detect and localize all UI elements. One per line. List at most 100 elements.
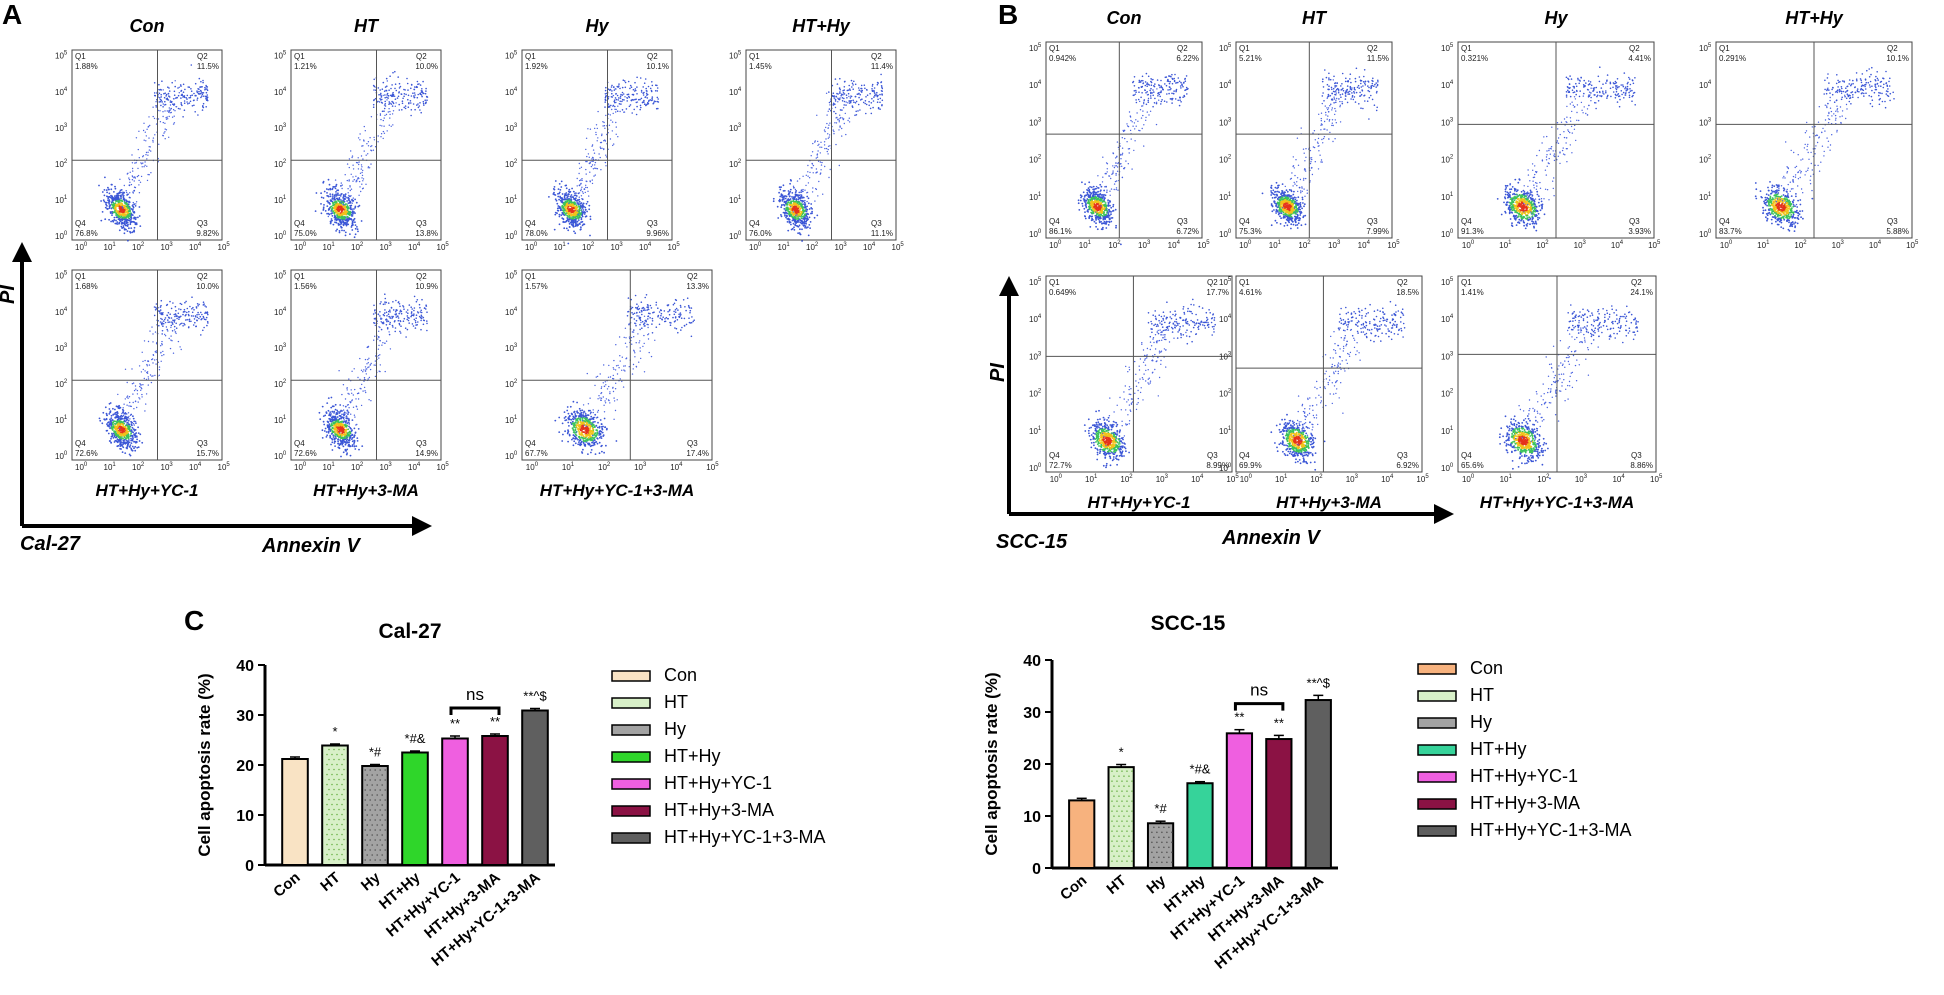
legend-label: HT+Hy+YC-1 (1470, 766, 1578, 786)
x-tick-1: 101 (323, 242, 336, 252)
y-tick-3: 103 (55, 123, 68, 133)
q1-value: 0.649% (1049, 288, 1076, 297)
bar-ht-hy-yc-1-3-ma (1304, 699, 1332, 869)
y-tick-1: 101 (1029, 426, 1042, 436)
q2-label: Q2 (197, 52, 208, 61)
scatter-dots (1498, 304, 1639, 480)
y-tick-3: 103 (505, 123, 518, 133)
y-tick-3: 103 (1219, 117, 1232, 127)
x-tick-3: 103 (1328, 240, 1341, 250)
y-tick-5: 105 (1029, 277, 1042, 287)
x-tick-5: 105 (1650, 474, 1663, 484)
y-tick-1: 101 (274, 195, 287, 205)
y-tick-0: 100 (1219, 463, 1232, 473)
x-tick-5: 105 (1387, 240, 1400, 250)
q2-label: Q2 (1629, 44, 1640, 53)
q3-label: Q3 (1397, 451, 1408, 460)
y-tick-3: 103 (1029, 351, 1042, 361)
bar-ht-hy (1186, 782, 1214, 869)
legend-swatch (1417, 663, 1457, 675)
legend-swatch (1417, 717, 1457, 729)
plot-title: HT (354, 16, 380, 36)
y-tick-2: 102 (505, 159, 518, 169)
q1-label: Q1 (1049, 278, 1060, 287)
significance-label: **^$ (1307, 675, 1331, 690)
x-tick-1: 101 (778, 242, 791, 252)
x-tick-3: 103 (380, 242, 393, 252)
x-tick-1: 101 (1500, 474, 1513, 484)
legend-label: HT+Hy+YC-1+3-MA (1470, 820, 1632, 840)
y-tick-0: 100 (505, 231, 518, 241)
significance-label: *# (1154, 801, 1167, 816)
plot-title: HT+Hy+YC-1 (96, 481, 199, 500)
y-tick-1: 101 (1441, 426, 1454, 436)
legend-swatch (611, 832, 651, 844)
legend-label: Con (1470, 658, 1503, 678)
q2-value: 11.5% (1367, 54, 1389, 63)
y-tick-5: 105 (729, 51, 742, 61)
y-tick-2: 102 (274, 379, 287, 389)
x-tick-1: 101 (104, 242, 117, 252)
y-tick-label: 30 (236, 708, 254, 725)
y-tick-4: 104 (55, 307, 68, 317)
significance-label: *# (369, 745, 382, 760)
flow-a-x-label: Annexin V (261, 535, 361, 557)
q4-label: Q4 (1719, 217, 1730, 226)
scatter-dots (1754, 66, 1895, 233)
q1-label: Q1 (75, 272, 86, 281)
x-tick-4: 104 (408, 462, 421, 472)
significance-label: ** (1274, 715, 1284, 730)
q1-label: Q1 (1239, 278, 1250, 287)
legend-label: Hy (1470, 712, 1492, 732)
plot-frame (1045, 275, 1233, 473)
y-tick-0: 100 (1699, 229, 1712, 239)
legend-swatch (611, 697, 651, 709)
q4-value: 67.7% (525, 449, 548, 458)
legend-label: HT+Hy+3-MA (1470, 793, 1580, 813)
q2-value: 10.0% (415, 62, 438, 71)
q3-label: Q3 (647, 219, 658, 228)
x-tick-3: 103 (1574, 240, 1587, 250)
flow-b-x-arrowhead (1434, 504, 1454, 524)
y-tick-4: 104 (1029, 80, 1042, 90)
y-tick-5: 105 (274, 271, 287, 281)
x-tick-0: 100 (1462, 240, 1475, 250)
x-tick-2: 102 (1298, 240, 1311, 250)
y-tick-4: 104 (1219, 80, 1232, 90)
q3-label: Q3 (687, 439, 698, 448)
ns-label: ns (466, 685, 484, 704)
plot-frame (290, 269, 442, 461)
panel-letter-a: A (2, 0, 22, 30)
y-tick-5: 105 (1219, 277, 1232, 287)
q4-value: 86.1% (1049, 227, 1072, 236)
q2-label: Q2 (1887, 44, 1898, 53)
q1-value: 0.321% (1461, 54, 1488, 63)
x-category-label: Hy (358, 869, 384, 895)
significance-label: ** (1234, 710, 1244, 725)
x-category-label: HT (317, 869, 343, 895)
bar-con (281, 758, 309, 866)
scatter-dots (1270, 300, 1406, 471)
q4-value: 72.7% (1049, 461, 1072, 470)
x-tick-5: 105 (218, 242, 231, 252)
plot-title: HT+Hy+3-MA (313, 481, 419, 500)
bar-hy (1146, 822, 1175, 870)
q4-label: Q4 (294, 439, 305, 448)
q1-value: 1.92% (525, 62, 548, 71)
flow-a-y-arrowhead (12, 242, 32, 262)
x-tick-0: 100 (1462, 474, 1475, 484)
x-tick-0: 100 (1049, 240, 1062, 250)
flow-plot-b-4: Q10.649%Q217.7%Q472.7%Q38.99%10010010110… (1029, 275, 1239, 512)
y-tick-5: 105 (1441, 43, 1454, 53)
q4-label: Q4 (749, 219, 760, 228)
q3-value: 6.92% (1396, 461, 1419, 470)
x-tick-2: 102 (598, 462, 611, 472)
flow-b-cell-line: SCC-15 (996, 531, 1068, 553)
flow-b-x-label: Annexin V (1221, 527, 1321, 549)
q3-value: 13.8% (415, 229, 438, 238)
bar-con (1068, 799, 1096, 870)
q3-label: Q3 (1629, 217, 1640, 226)
legend-label: HT+Hy+YC-1+3-MA (664, 827, 826, 847)
